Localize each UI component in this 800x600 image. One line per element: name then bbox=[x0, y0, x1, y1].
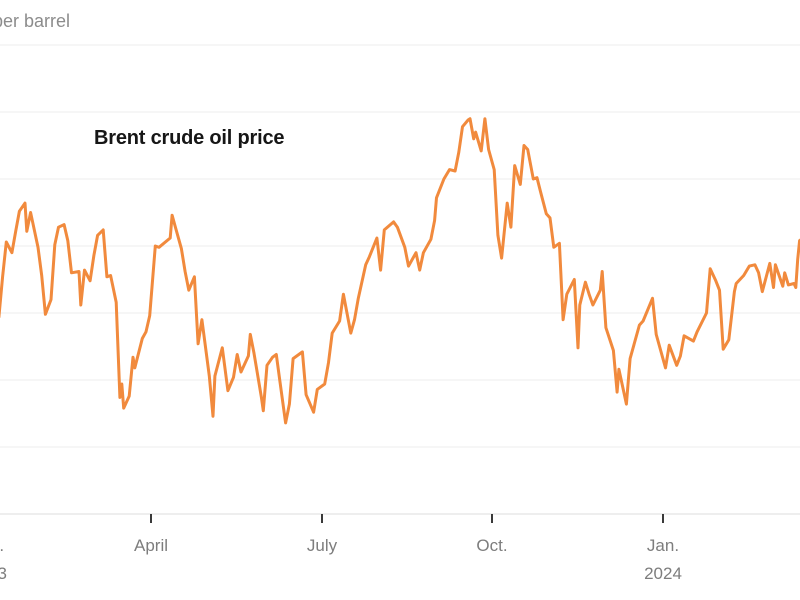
x-tick-label-jan-2023: Jan. 2023 bbox=[0, 532, 38, 588]
x-tick-label-july: July bbox=[272, 532, 372, 560]
x-tick-subtext: 2023 bbox=[0, 564, 7, 583]
y-axis-unit-label: per barrel bbox=[0, 11, 71, 31]
chart-title: Brent crude oil price bbox=[94, 127, 285, 149]
x-tick-text: Oct. bbox=[476, 536, 508, 555]
x-tick-text: Jan. bbox=[646, 536, 680, 555]
x-tick-subtext: 2024 bbox=[644, 564, 682, 583]
x-tick-label-oct: Oct. bbox=[442, 532, 542, 560]
x-tick-label-april: April bbox=[101, 532, 201, 560]
x-tick-text: April bbox=[133, 536, 168, 555]
x-tick-text: Jan. bbox=[0, 536, 4, 555]
x-tick-label-jan-2024: Jan. 2024 bbox=[613, 532, 713, 588]
x-tick-text: July bbox=[306, 536, 338, 555]
